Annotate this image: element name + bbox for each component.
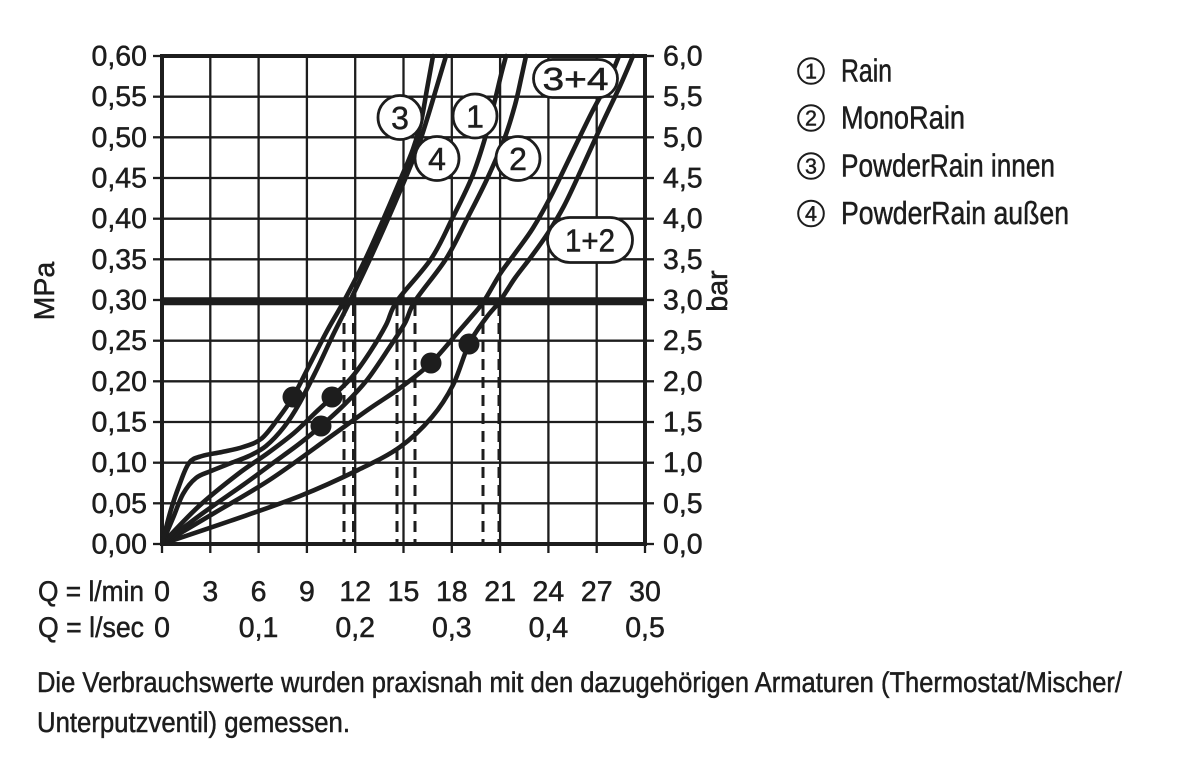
svg-text:Q = l/min: Q = l/min (38, 576, 144, 608)
svg-text:0,10: 0,10 (92, 447, 147, 479)
svg-text:3: 3 (202, 576, 218, 608)
svg-text:MPa: MPa (29, 262, 61, 321)
svg-text:18: 18 (436, 576, 468, 608)
svg-text:PowderRain außen: PowderRain außen (841, 195, 1069, 231)
svg-text:Rain: Rain (841, 53, 892, 89)
svg-text:15: 15 (388, 576, 420, 608)
svg-text:0,05: 0,05 (92, 488, 147, 520)
svg-text:0,3: 0,3 (432, 612, 472, 644)
svg-text:6: 6 (251, 576, 267, 608)
svg-text:0,30: 0,30 (92, 285, 147, 317)
svg-text:1,5: 1,5 (663, 407, 703, 439)
svg-text:0,35: 0,35 (92, 244, 147, 276)
svg-text:Die Verbrauchswerte wurden pra: Die Verbrauchswerte wurden praxisnah mit… (37, 667, 1122, 699)
svg-text:PowderRain innen: PowderRain innen (841, 148, 1055, 184)
svg-text:30: 30 (629, 576, 661, 608)
svg-text:0,45: 0,45 (92, 163, 147, 195)
svg-text:1: 1 (805, 60, 817, 84)
svg-text:2,5: 2,5 (663, 325, 703, 357)
svg-text:0,2: 0,2 (335, 612, 375, 644)
svg-text:0,55: 0,55 (92, 81, 147, 113)
svg-text:Q = l/sec: Q = l/sec (38, 612, 144, 644)
svg-text:9: 9 (299, 576, 315, 608)
svg-text:4: 4 (428, 141, 446, 177)
svg-text:6,0: 6,0 (663, 41, 703, 73)
svg-text:3,5: 3,5 (663, 244, 703, 276)
svg-text:24: 24 (533, 576, 565, 608)
svg-text:0,25: 0,25 (92, 325, 147, 357)
svg-text:0,60: 0,60 (92, 41, 147, 73)
svg-text:0,40: 0,40 (92, 203, 147, 235)
svg-text:4,0: 4,0 (663, 203, 703, 235)
svg-text:4: 4 (805, 202, 817, 226)
svg-text:21: 21 (484, 576, 516, 608)
svg-text:2,0: 2,0 (663, 366, 703, 398)
svg-text:0,4: 0,4 (529, 612, 569, 644)
svg-text:3,0: 3,0 (663, 285, 703, 317)
svg-text:1: 1 (466, 99, 484, 135)
svg-text:0,5: 0,5 (663, 488, 703, 520)
svg-text:12: 12 (339, 576, 371, 608)
svg-text:5,5: 5,5 (663, 81, 703, 113)
svg-text:Unterputzventil) gemessen.: Unterputzventil) gemessen. (37, 707, 350, 739)
svg-text:bar: bar (702, 270, 734, 312)
svg-text:3+4: 3+4 (543, 61, 609, 97)
svg-text:0,50: 0,50 (92, 122, 147, 154)
svg-text:3: 3 (391, 100, 409, 136)
svg-text:27: 27 (581, 576, 613, 608)
svg-text:0,00: 0,00 (92, 529, 147, 561)
svg-text:2: 2 (509, 141, 527, 177)
svg-text:4,5: 4,5 (663, 163, 703, 195)
svg-text:5,0: 5,0 (663, 122, 703, 154)
svg-text:1+2: 1+2 (565, 223, 615, 259)
svg-text:MonoRain: MonoRain (841, 100, 965, 136)
svg-text:0,20: 0,20 (92, 366, 147, 398)
svg-text:3: 3 (805, 155, 817, 179)
svg-text:2: 2 (805, 107, 817, 131)
svg-text:0: 0 (154, 612, 170, 644)
svg-text:0,5: 0,5 (625, 612, 665, 644)
svg-text:0,1: 0,1 (239, 612, 279, 644)
svg-text:0: 0 (154, 576, 170, 608)
svg-text:1,0: 1,0 (663, 447, 703, 479)
svg-text:0,15: 0,15 (92, 407, 147, 439)
svg-text:0,0: 0,0 (663, 529, 703, 561)
